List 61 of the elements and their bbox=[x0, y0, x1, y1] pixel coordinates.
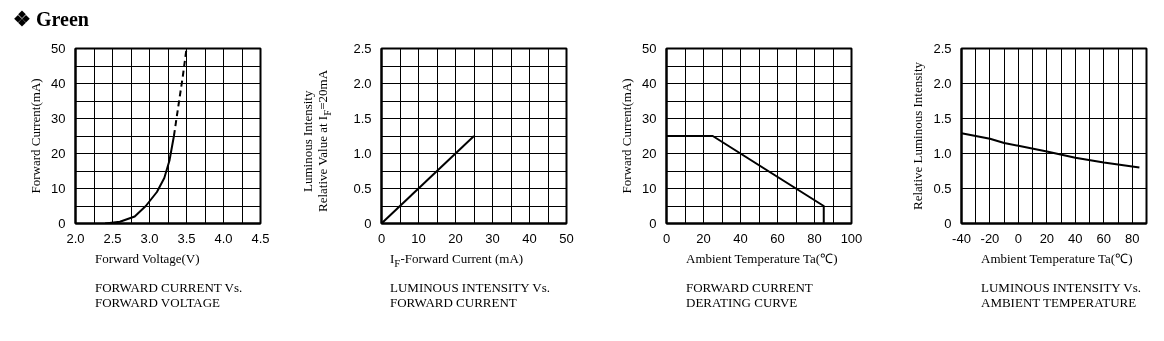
y-tick-label: 20 bbox=[642, 146, 657, 161]
y-axis-title: Forward Current(mA) bbox=[619, 78, 635, 194]
x-tick-label: 0 bbox=[1014, 230, 1023, 246]
y-axis-title: Forward Current(mA) bbox=[28, 78, 44, 194]
x-tick-label: 30 bbox=[485, 230, 500, 246]
x-tick-label: 20 bbox=[696, 230, 711, 246]
y-tick-label: 40 bbox=[51, 76, 66, 91]
y-tick-label: 2.0 bbox=[933, 76, 952, 91]
text: LUMINOUS INTENSITY Vs. AMBIENT TEMPERATURE bbox=[981, 280, 1141, 310]
x-tick-label: 4.5 bbox=[251, 230, 270, 246]
y-tick-label: 0 bbox=[58, 216, 66, 231]
y-tick-label: 0 bbox=[649, 216, 657, 231]
y-tick-label: 20 bbox=[51, 146, 66, 161]
x-tick-label: 20 bbox=[1039, 230, 1055, 246]
text: FORWARD CURRENT DERATING CURVE bbox=[686, 280, 813, 310]
text: LUMINOUS INTENSITY Vs. FORWARD CURRENT bbox=[390, 280, 550, 310]
y-tick-label: 30 bbox=[51, 111, 66, 126]
x-tick-label: 60 bbox=[1096, 230, 1112, 246]
x-axis-title: Forward Voltage(V) bbox=[95, 250, 200, 268]
x-tick-label: 3.5 bbox=[177, 230, 196, 246]
x-tick-label: 60 bbox=[770, 230, 785, 246]
y-tick-label: 1.5 bbox=[353, 111, 372, 126]
x-axis-title: Ambient Temperature Ta(℃) bbox=[686, 250, 838, 268]
y-tick-label: 30 bbox=[642, 111, 657, 126]
x-tick-label: -20 bbox=[980, 230, 1000, 246]
y-tick-label: 0 bbox=[944, 216, 952, 231]
y-tick-label: 10 bbox=[51, 181, 66, 196]
x-tick-label: 50 bbox=[559, 230, 574, 246]
y-tick-label: 40 bbox=[642, 76, 657, 91]
y-tick-label: 10 bbox=[642, 181, 657, 196]
x-tick-label: 40 bbox=[522, 230, 537, 246]
x-tick-label: 20 bbox=[448, 230, 463, 246]
y-tick-label: 0.5 bbox=[353, 181, 372, 196]
x-tick-label: 100 bbox=[840, 230, 863, 246]
y-tick-label: 0 bbox=[364, 216, 372, 231]
x-tick-label: -40 bbox=[952, 230, 971, 246]
text: FORWARD CURRENT Vs. FORWARD VOLTAGE bbox=[95, 280, 243, 310]
x-tick-label: 80 bbox=[1125, 230, 1140, 246]
y-tick-label: 50 bbox=[642, 41, 657, 56]
x-tick-label: 4.0 bbox=[214, 230, 233, 246]
x-tick-label: 40 bbox=[1068, 230, 1083, 246]
x-axis-title: I$_{F}$-Forward Current (mA) bbox=[390, 250, 524, 271]
x-axis-title: Ambient Temperature Ta(℃) bbox=[981, 250, 1133, 268]
y-tick-label: 1.5 bbox=[933, 111, 952, 126]
y-tick-label: 50 bbox=[51, 41, 66, 56]
x-tick-label: 10 bbox=[411, 230, 426, 246]
y-tick-label: 2.0 bbox=[353, 76, 372, 91]
x-tick-label: 40 bbox=[733, 230, 748, 246]
chart-title: ❖ Green bbox=[13, 7, 89, 32]
x-tick-label: 3.0 bbox=[140, 230, 159, 246]
y-tick-label: 2.5 bbox=[933, 41, 952, 56]
x-tick-label: 0 bbox=[662, 230, 671, 246]
y-axis-title: Relative Luminous Intensity bbox=[910, 61, 926, 211]
x-tick-label: 2.5 bbox=[103, 230, 122, 246]
y-tick-label: 0.5 bbox=[933, 181, 952, 196]
x-tick-label: 0 bbox=[377, 230, 386, 246]
y-tick-label: 1.0 bbox=[933, 146, 952, 161]
x-tick-label: 2.0 bbox=[66, 230, 85, 246]
y-tick-label: 2.5 bbox=[353, 41, 372, 56]
x-tick-label: 80 bbox=[807, 230, 822, 246]
y-tick-label: 1.0 bbox=[353, 146, 372, 161]
